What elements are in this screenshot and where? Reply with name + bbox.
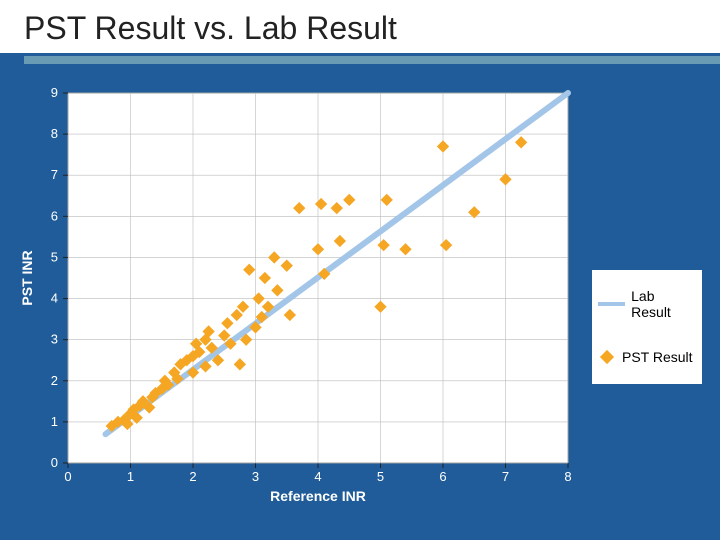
legend-line-icon [598, 302, 625, 306]
svg-text:6: 6 [51, 208, 58, 223]
svg-text:PST INR: PST INR [19, 250, 35, 305]
svg-text:8: 8 [564, 469, 571, 484]
svg-text:1: 1 [51, 414, 58, 429]
legend: Lab Result PST Result [592, 270, 702, 384]
svg-text:Reference INR: Reference INR [270, 488, 366, 504]
title-bar: PST Result vs. Lab Result [0, 0, 720, 53]
svg-text:0: 0 [64, 469, 71, 484]
scatter-chart: 0 1 2 3 4 5 6 7 8 0 1 2 3 4 5 6 7 8 9 Reference INR PST INR [18, 85, 578, 505]
svg-text:2: 2 [189, 469, 196, 484]
page-title: PST Result vs. Lab Result [24, 10, 696, 47]
svg-text:4: 4 [314, 469, 321, 484]
legend-pst: PST Result [598, 348, 696, 366]
svg-text:5: 5 [51, 249, 58, 264]
svg-text:2: 2 [51, 373, 58, 388]
svg-text:6: 6 [439, 469, 446, 484]
svg-text:7: 7 [502, 469, 509, 484]
legend-pst-label: PST Result [622, 349, 693, 365]
accent-stripe [24, 53, 720, 67]
legend-diamond-icon [598, 348, 616, 366]
svg-text:1: 1 [127, 469, 134, 484]
svg-text:8: 8 [51, 126, 58, 141]
legend-lab: Lab Result [598, 288, 696, 320]
svg-text:9: 9 [51, 85, 58, 100]
legend-lab-label: Lab Result [631, 288, 696, 320]
svg-text:3: 3 [252, 469, 259, 484]
svg-text:5: 5 [377, 469, 384, 484]
chart-svg: 0 1 2 3 4 5 6 7 8 0 1 2 3 4 5 6 7 8 9 Reference INR PST INR [18, 85, 578, 505]
svg-text:0: 0 [51, 455, 58, 470]
svg-text:7: 7 [51, 167, 58, 182]
svg-text:4: 4 [51, 291, 58, 306]
svg-text:3: 3 [51, 332, 58, 347]
